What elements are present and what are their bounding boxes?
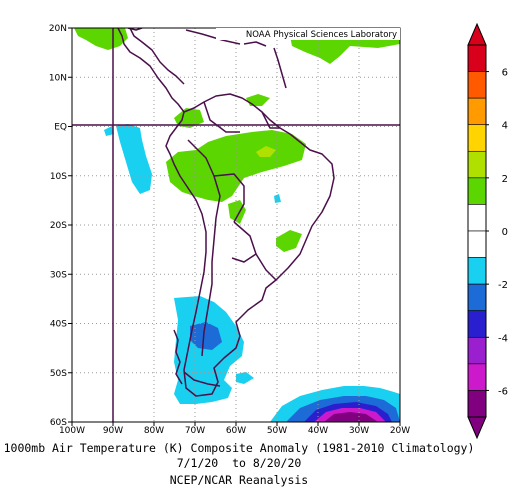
anomaly-region-colombia (174, 108, 204, 128)
longitude-label: 60W (226, 426, 246, 436)
anomaly-region-patagonia (174, 296, 244, 404)
coastline-layer (117, 28, 335, 397)
longitude-label: 50W (267, 426, 287, 436)
caption-date-range: 7/1/20 to 8/20/20 (176, 456, 302, 470)
latitude-label: 40S (50, 320, 67, 330)
colorbar-bin (467, 150, 487, 179)
coastline-cuba (185, 29, 241, 45)
colorbar-bin (467, 177, 487, 205)
latitude-label: 10S (50, 172, 67, 182)
colorbar-label: 6 (502, 68, 508, 79)
colorbar-label: -2 (498, 280, 508, 291)
credit-label: NOAA Physical Sciences Laboratory (246, 30, 397, 40)
border-bolivia-brazil (213, 173, 245, 223)
longitude-label: 80W (144, 426, 164, 436)
colorbar-label: -4 (498, 333, 508, 344)
colorbar-label: -6 (498, 386, 508, 397)
coastline-tierra-del-fuego (183, 371, 221, 387)
longitude-axis: 100W 90W 80W 70W 60W 50W 40W 30W 20W (59, 422, 410, 436)
colorbar-bin (467, 336, 487, 365)
latitude-label: 20N (49, 24, 67, 34)
caption-title: 1000mb Air Temperature (K) Composite Ano… (3, 441, 475, 455)
anomaly-region-guiana (246, 94, 270, 106)
border-colombia-venezuela (203, 101, 240, 133)
colorbar-bin (467, 204, 487, 232)
colorbar: 6 4 2 0 -2 -4 -6 (467, 22, 508, 440)
border-andes-west (187, 139, 221, 357)
anomaly-region-central-brazil (228, 200, 246, 224)
anomaly-region-amazon-peak (256, 146, 276, 157)
longitude-label: 30W (349, 426, 369, 436)
coastline-south-america (165, 93, 335, 397)
colorbar-bin (467, 124, 487, 152)
latitude-label: 10N (49, 73, 67, 83)
latitude-label: 60S (50, 418, 67, 428)
caption-source: NCEP/NCAR Reanalysis (169, 473, 309, 487)
longitude-label: 100W (59, 426, 85, 436)
coastline-hispaniola (243, 41, 267, 47)
coastline-chilean-fjords (173, 329, 183, 385)
longitude-label: 90W (103, 426, 123, 436)
anomaly-region-southeast-brazil (276, 230, 302, 252)
colorbar-bin (467, 390, 487, 418)
anomaly-region-patagonia-core (190, 322, 222, 350)
colorbar-bin (467, 44, 487, 72)
colorbar-bin (467, 257, 487, 285)
anomaly-region-caribbean (74, 28, 128, 50)
colorbar-top-arrow (467, 22, 487, 46)
coastline-central-america (117, 28, 185, 113)
latitude-label: 50S (50, 369, 67, 379)
credit-box (216, 28, 400, 40)
colorbar-bottom-arrow (467, 416, 487, 440)
longitude-label: 40W (308, 426, 328, 436)
colorbar-label: 2 (502, 174, 508, 185)
latitude-label: EQ (54, 123, 67, 133)
anomaly-band-purple (324, 412, 378, 422)
colorbar-bin (467, 363, 487, 391)
colorbar-bin (467, 310, 487, 338)
coastline-yucatan (127, 28, 143, 31)
longitude-label: 20W (390, 426, 410, 436)
coastline-antilles (273, 47, 287, 89)
latitude-axis: 20N 10N EQ 10S 20S 30S 40S 50S 60S (49, 24, 72, 428)
latitude-label: 20S (50, 221, 67, 231)
colorbar-bin (467, 71, 487, 99)
anomaly-region-atlantic-dot (274, 194, 281, 203)
colorbar-bin (467, 230, 487, 258)
border-uruguay (255, 253, 277, 281)
colorbar-label: 4 (502, 121, 508, 132)
latitude-label: 30S (50, 270, 67, 280)
coastline-caribbean-north (129, 28, 185, 85)
colorbar-bin (467, 283, 487, 312)
border-guianas (261, 111, 280, 129)
longitude-label: 70W (185, 426, 205, 436)
colorbar-label: 0 (502, 227, 508, 238)
anomaly-region-falklands (236, 372, 254, 384)
colorbar-bin (467, 97, 487, 126)
anomaly-region-gulf (104, 126, 114, 136)
anomaly-region-pacific-equatorial (116, 124, 152, 194)
